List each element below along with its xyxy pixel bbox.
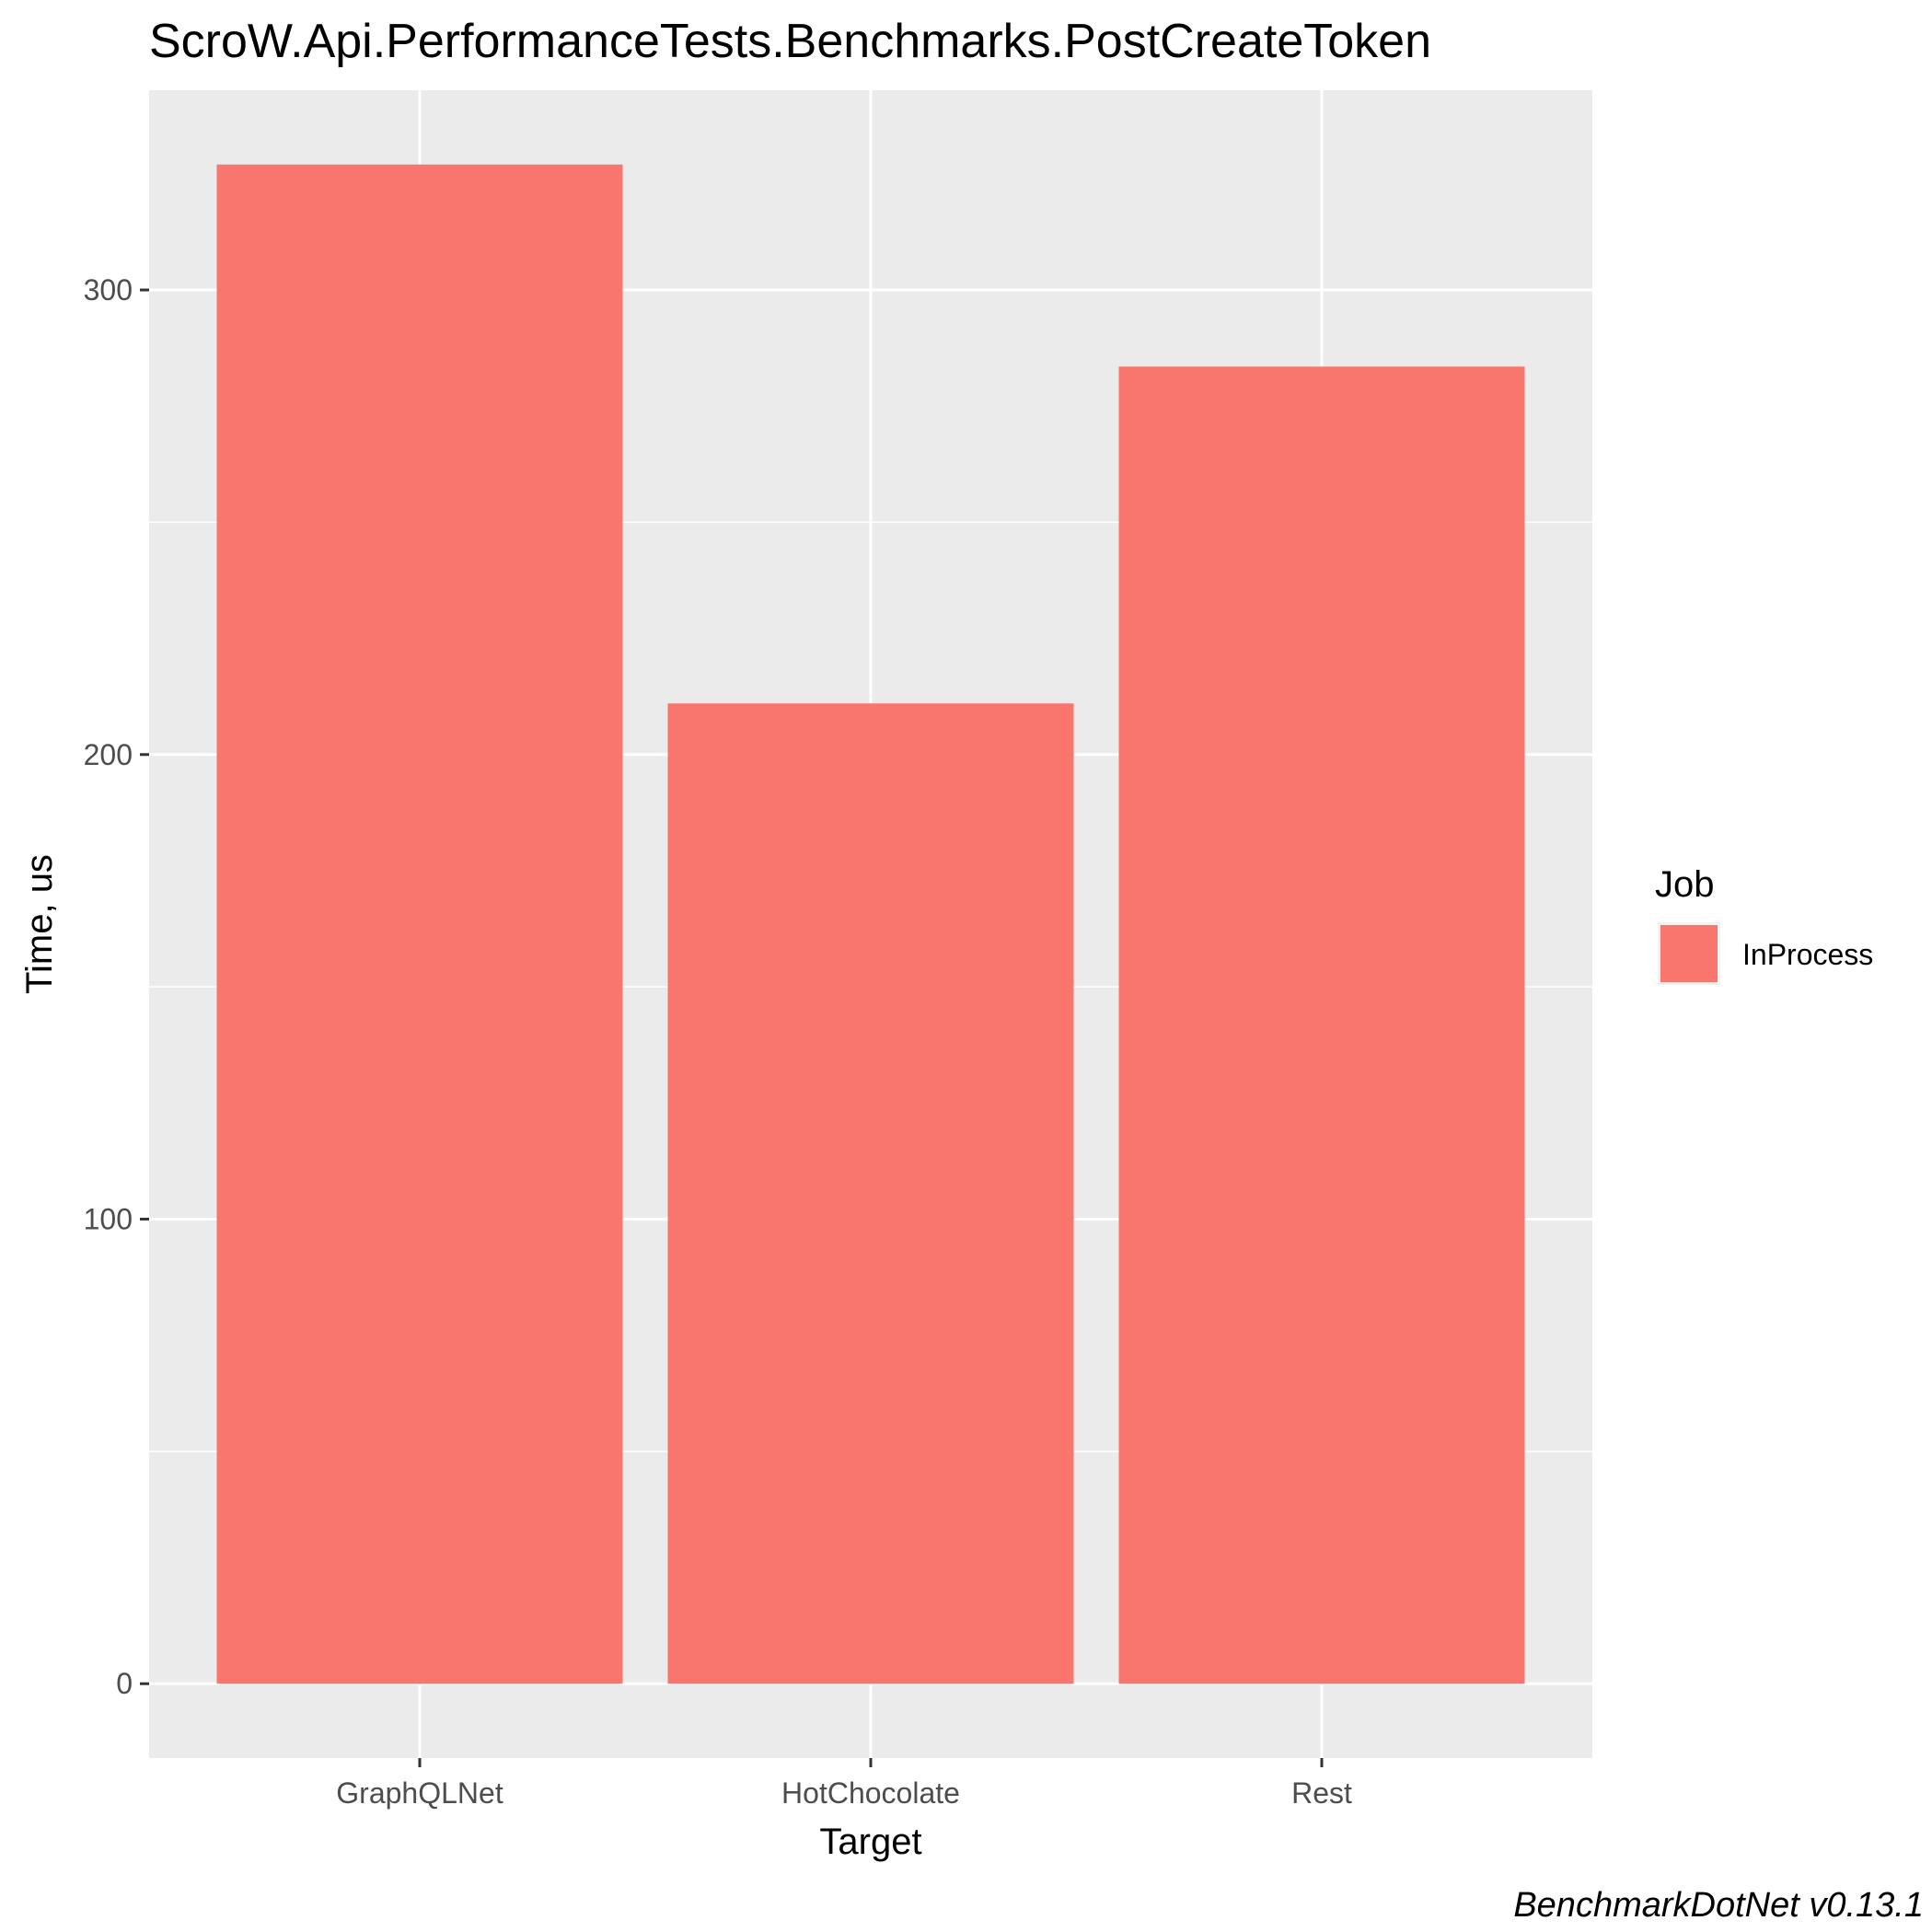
x-tick-label-hotchocolate: HotChocolate	[781, 1776, 960, 1810]
legend-entries: InProcess	[1658, 922, 1873, 985]
chart-title: ScroW.Api.PerformanceTests.Benchmarks.Po…	[149, 15, 1431, 68]
y-tick-label: 100	[84, 1203, 133, 1236]
bar-graphqlnet	[216, 164, 623, 1684]
legend: Job InProcess	[1655, 864, 1873, 985]
legend-title: Job	[1655, 864, 1715, 905]
y-tick-label: 300	[84, 273, 133, 307]
y-axis-title: Time, us	[19, 854, 60, 994]
axis-layer: 0 100 200 300 GraphQLNet HotChocolate Rest	[84, 273, 1352, 1810]
y-tick-label: 200	[84, 738, 133, 771]
bar-hotchocolate	[667, 703, 1074, 1684]
x-axis-title: Target	[819, 1822, 921, 1862]
x-tick-label-graphqlnet: GraphQLNet	[336, 1776, 503, 1810]
x-tick-label-rest: Rest	[1291, 1776, 1352, 1810]
legend-label: InProcess	[1742, 938, 1873, 971]
y-tick-label: 0	[116, 1667, 133, 1700]
legend-swatch	[1660, 925, 1718, 982]
bar-rest	[1118, 366, 1525, 1684]
chart-caption: BenchmarkDotNet v0.13.1	[1513, 1886, 1924, 1925]
bars-layer	[216, 164, 1525, 1684]
